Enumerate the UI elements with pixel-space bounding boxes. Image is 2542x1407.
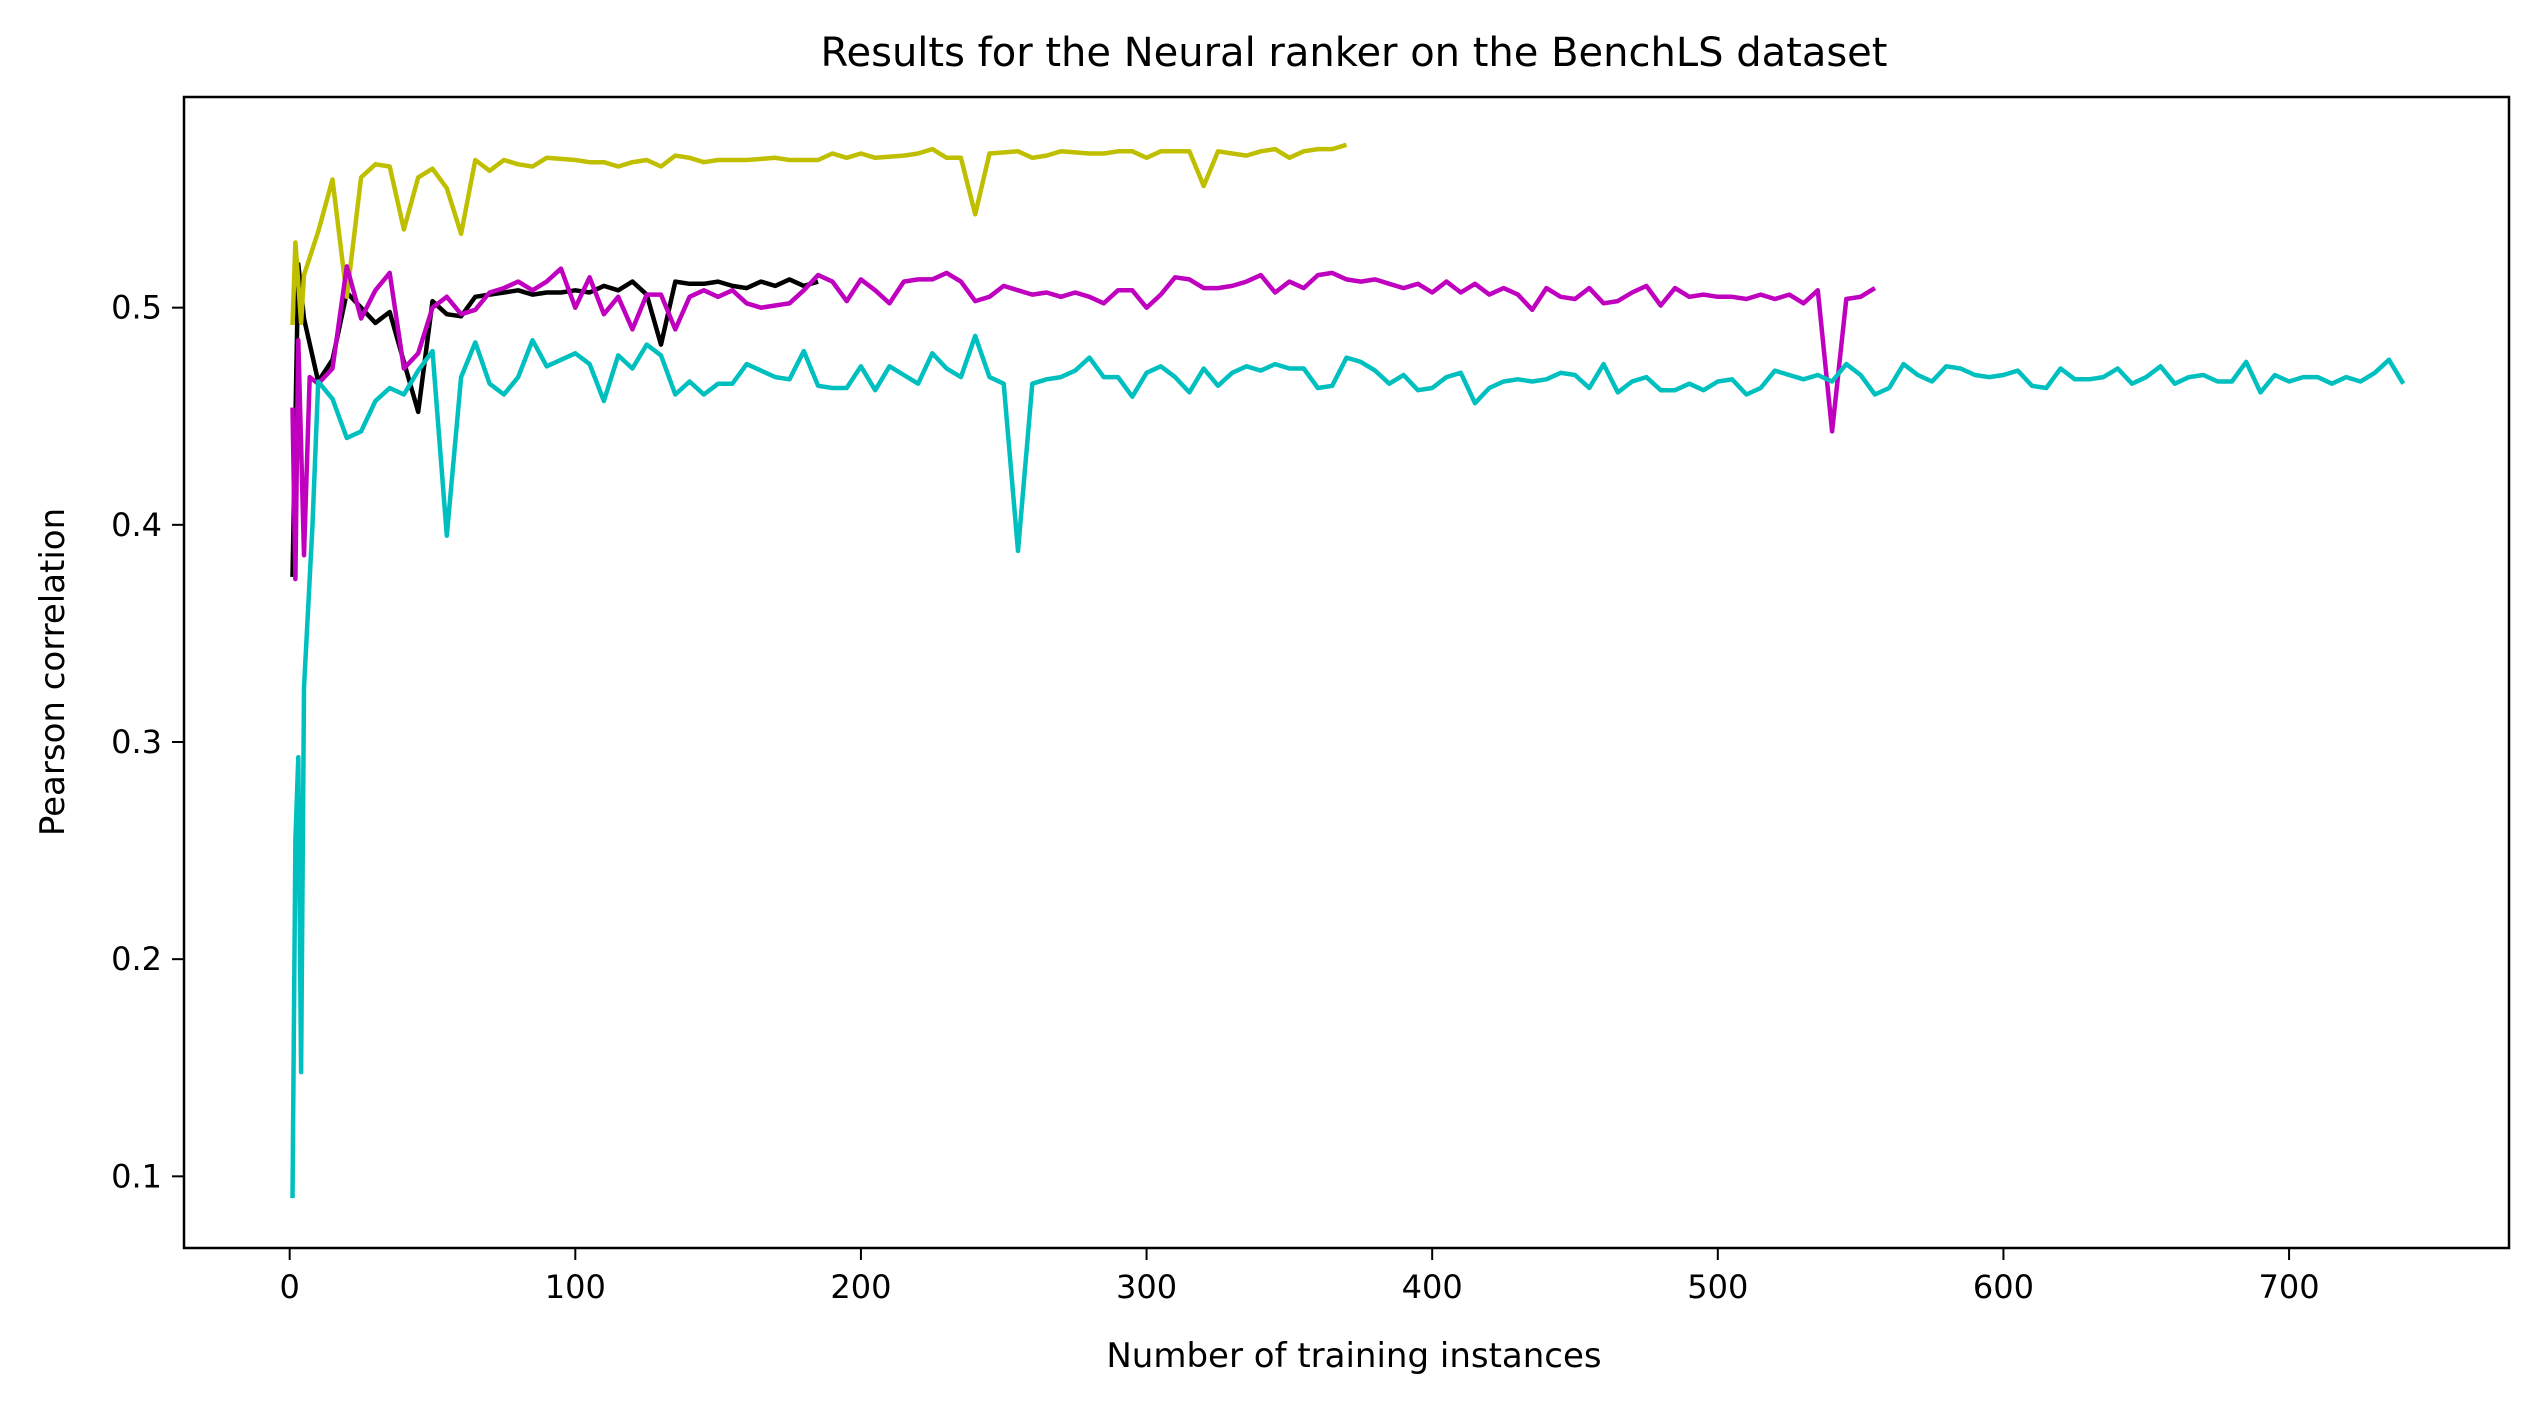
- series-line-4: [290, 333, 2406, 1199]
- series-line-3: [290, 264, 1877, 582]
- x-tick-label: 400: [1402, 1268, 1463, 1306]
- x-tick-label: 0: [280, 1268, 300, 1306]
- x-tick-label: 500: [1687, 1268, 1748, 1306]
- y-tick-label: 0.1: [111, 1157, 162, 1195]
- x-tick-label: 700: [2259, 1268, 2320, 1306]
- y-tick-label: 0.4: [111, 506, 162, 544]
- y-axis-label: Pearson correlation: [33, 508, 73, 836]
- series-layer: [290, 142, 2406, 1199]
- plot-frame: [182, 95, 2511, 1250]
- y-tick-label: 0.2: [111, 940, 162, 978]
- x-axis: 0 100 200 300 400 500 600 700: [280, 1248, 2320, 1306]
- y-axis: 0.1 0.2 0.3 0.4 0.5: [111, 289, 184, 1195]
- x-tick-label: 600: [1973, 1268, 2034, 1306]
- x-tick-label: 100: [545, 1268, 606, 1306]
- x-axis-label: Number of training instances: [1106, 1336, 1601, 1376]
- series-line-2: [290, 142, 1348, 326]
- x-tick-label: 200: [830, 1268, 891, 1306]
- chart-title: Results for the Neural ranker on the Ben…: [821, 30, 1888, 76]
- y-tick-label: 0.5: [111, 289, 162, 327]
- y-tick-label: 0.3: [111, 723, 162, 761]
- x-tick-label: 300: [1116, 1268, 1177, 1306]
